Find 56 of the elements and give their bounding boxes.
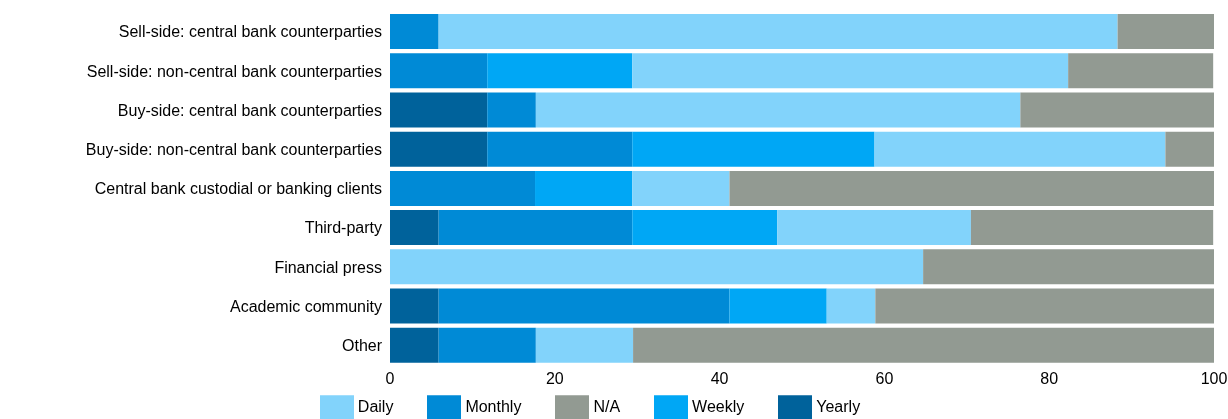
bar [390, 14, 439, 49]
bar [633, 327, 1214, 363]
bar [390, 131, 488, 167]
bar [729, 288, 827, 324]
bar [390, 210, 439, 246]
y-tick-label: Sell-side: central bank counterparties [118, 23, 382, 41]
bar [390, 249, 924, 285]
bar [874, 131, 1166, 167]
bar [390, 53, 488, 89]
y-tick-label: Third-party [304, 219, 382, 237]
bar [1117, 14, 1214, 49]
bar [390, 92, 488, 128]
bar [390, 327, 439, 363]
y-tick-label: Buy-side: non-central bank counterparties [85, 140, 382, 158]
y-tick-label: Academic community [229, 297, 382, 315]
bar [1165, 131, 1214, 167]
bar [1020, 92, 1214, 128]
x-tick-label: 100 [1200, 370, 1228, 388]
y-tick-label: Central bank custodial or banking clients [94, 180, 382, 198]
bar [535, 92, 1021, 128]
bar [632, 53, 1069, 89]
bar [438, 14, 1118, 49]
bar [487, 92, 536, 128]
y-tick-label: Other [341, 337, 383, 355]
legend-label: Daily [357, 398, 394, 416]
bar [390, 170, 536, 206]
bar [632, 210, 778, 246]
x-tick-label: 80 [1040, 370, 1059, 388]
legend-label: Monthly [465, 398, 522, 416]
y-tick-label: Buy-side: central bank counterparties [117, 101, 382, 119]
bar [729, 170, 1214, 206]
bar [875, 288, 1214, 324]
y-tick-label: Sell-side: non-central bank counterparties [86, 62, 382, 80]
x-tick-label: 40 [710, 370, 729, 388]
bar [487, 131, 633, 167]
x-tick-label: 60 [875, 370, 894, 388]
bar [632, 170, 730, 206]
bar [923, 249, 1214, 285]
legend-label: N/A [593, 398, 621, 416]
bar [390, 288, 439, 324]
bar [535, 327, 634, 363]
x-tick-label: 0 [385, 370, 395, 388]
bar [438, 210, 633, 246]
legend-label: Weekly [692, 398, 745, 416]
bar [777, 210, 971, 246]
bar [535, 170, 633, 206]
bar [970, 210, 1214, 246]
bar [438, 288, 730, 324]
bar [1068, 53, 1214, 89]
bar [632, 131, 875, 167]
bar [487, 53, 633, 89]
x-tick-label: 20 [545, 370, 564, 388]
y-tick-label: Financial press [274, 258, 382, 276]
legend-label: Yearly [816, 398, 861, 416]
bar [826, 288, 876, 324]
bar [438, 327, 536, 363]
